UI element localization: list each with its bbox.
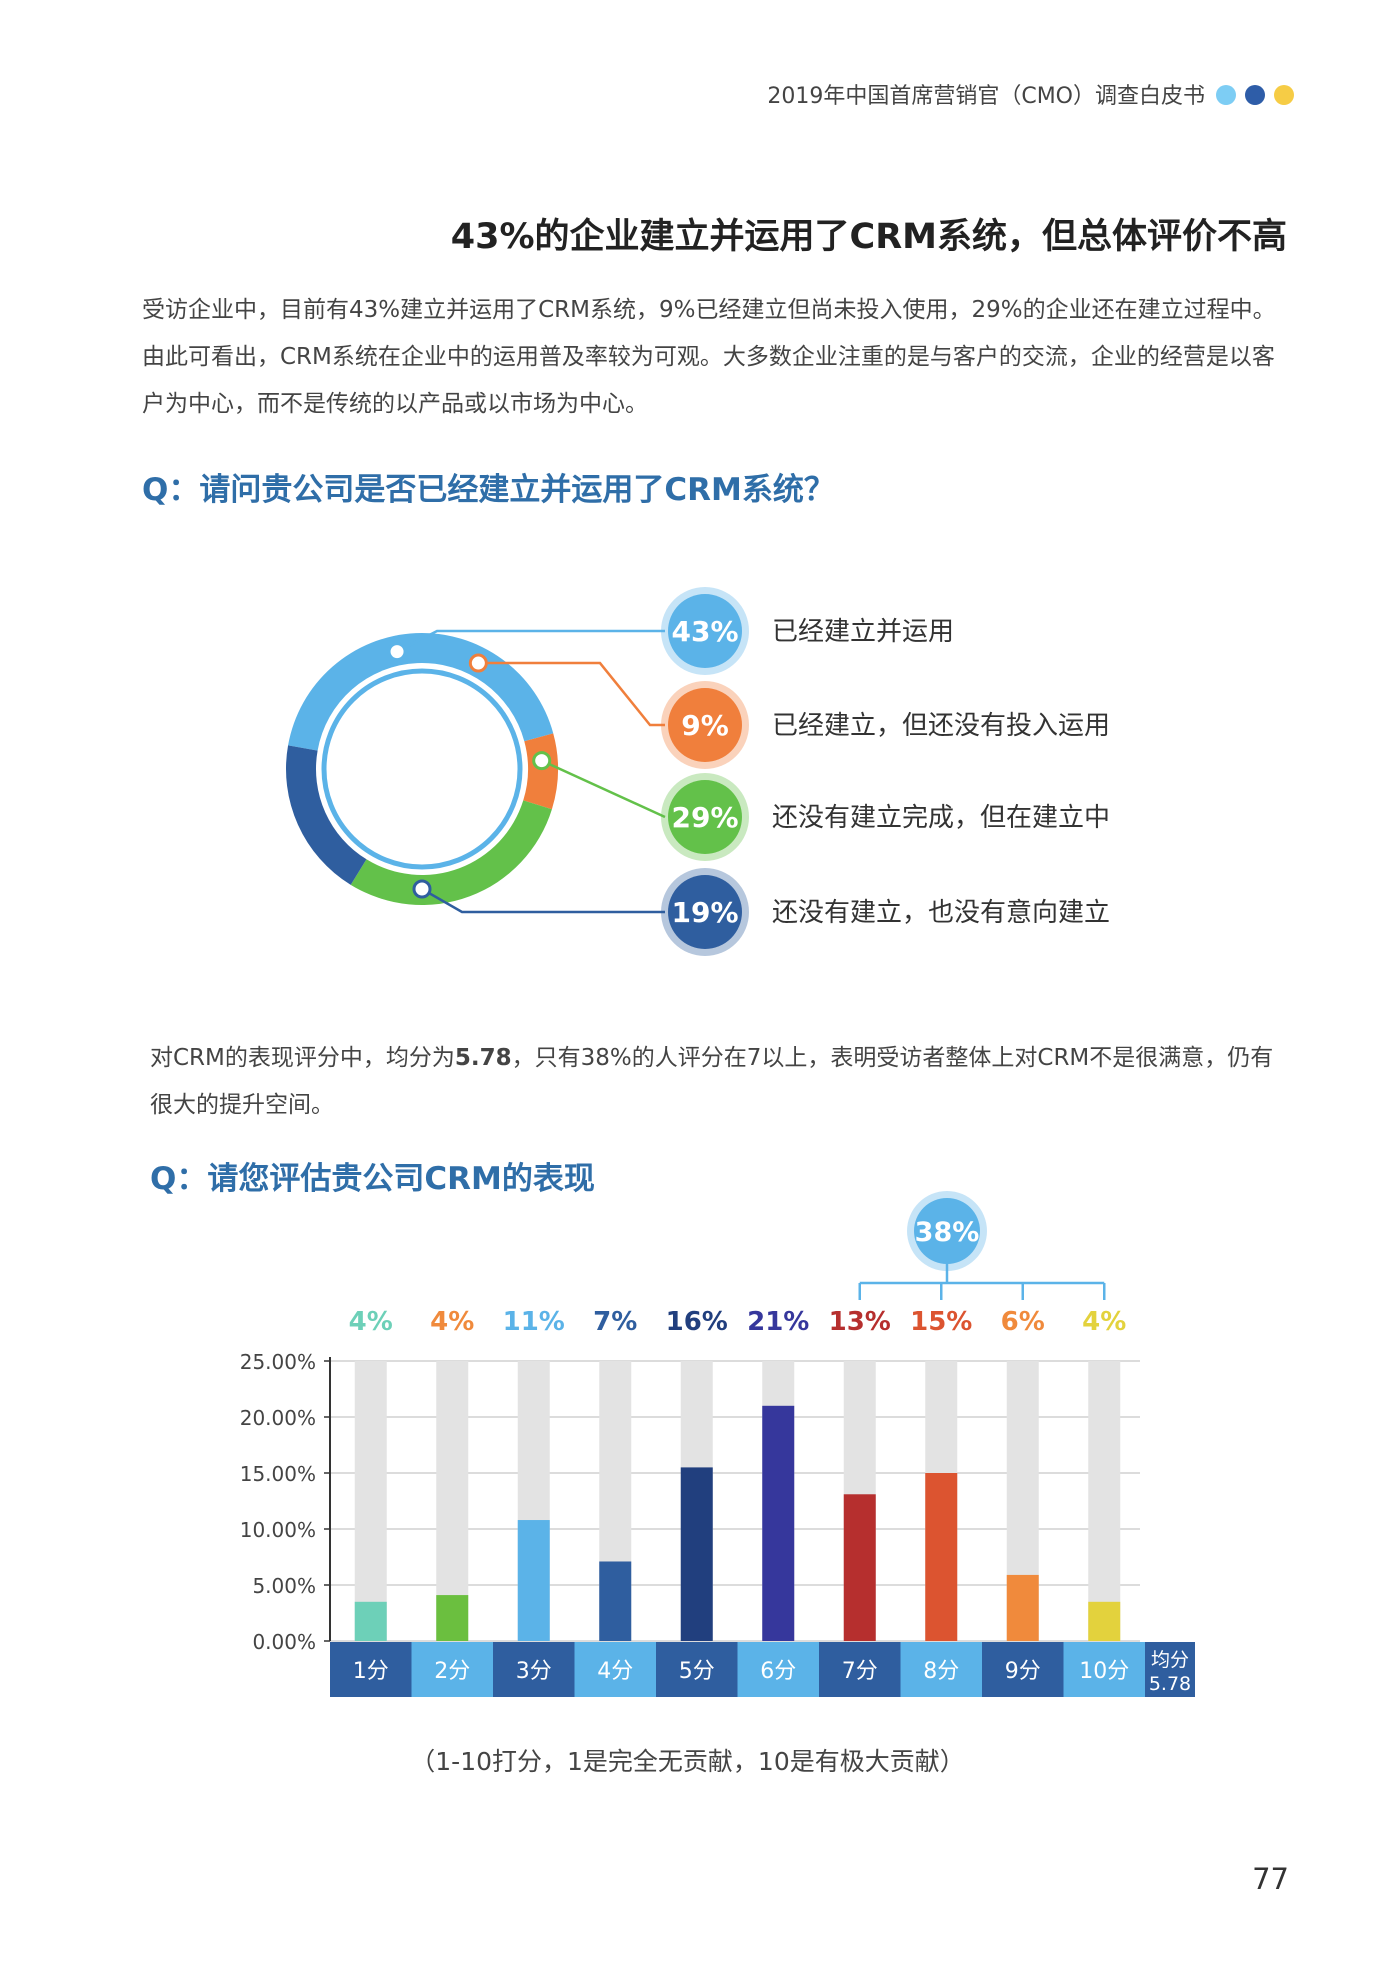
bar-value-label: 6% <box>1001 1307 1045 1337</box>
header-dot-yellow <box>1274 85 1294 105</box>
donut-anchor-dot <box>387 642 407 662</box>
bar <box>843 1494 876 1641</box>
question-crm-performance: Q：请您评估贵公司CRM的表现 <box>150 1161 595 1197</box>
section-title: 43%的企业建立并运用了CRM系统，但总体评价不高 <box>450 217 1287 257</box>
category-cell <box>656 1642 738 1697</box>
bar <box>762 1405 795 1641</box>
donut-leader-line <box>541 759 666 819</box>
donut-category-label: 已经建立并运用 <box>772 617 954 647</box>
percent-bubble-label: 9% <box>681 709 729 742</box>
donut-slice <box>350 800 552 905</box>
bar <box>1088 1601 1121 1641</box>
category-cell <box>1063 1642 1145 1697</box>
bar-background <box>1088 1361 1121 1641</box>
bar <box>354 1601 387 1641</box>
bar-value-label: 21% <box>747 1307 809 1337</box>
score-paragraph: 对CRM的表现评分中，均分为5.78，只有38%的人评分在7以上，表明受访者整体… <box>150 1035 1292 1129</box>
bar <box>680 1467 713 1641</box>
donut-anchor-dot <box>468 653 488 673</box>
donut-category-label: 已经建立，但还没有投入运用 <box>772 711 1110 741</box>
category-label: 8分 <box>923 1659 959 1684</box>
page-number: 77 <box>1252 1862 1289 1896</box>
bar-value-label: 11% <box>503 1307 565 1337</box>
category-label: 3分 <box>516 1659 552 1684</box>
bar-value-label: 4% <box>1082 1307 1126 1337</box>
y-tick-label: 20.00% <box>240 1406 316 1430</box>
donut-slice <box>523 733 558 810</box>
category-label: 9分 <box>1005 1659 1041 1684</box>
bar <box>436 1595 469 1641</box>
category-label: 4分 <box>597 1659 633 1684</box>
percent-bubble <box>668 875 742 949</box>
bar-background <box>354 1361 387 1641</box>
category-cell <box>574 1642 656 1697</box>
score-paragraph-before: 对CRM的表现评分中，均分为 <box>150 1045 455 1071</box>
bar-value-label: 15% <box>910 1307 972 1337</box>
y-tick-label: 5.00% <box>252 1574 316 1598</box>
bar-chart: 0.00% 5.00% 10.00% 15.00% 20.00% 25.00% 4% 1分 4%… <box>240 1191 1195 1697</box>
percent-bubble-label: 19% <box>671 896 738 929</box>
average-cell <box>1145 1642 1195 1697</box>
bar-value-label: 16% <box>666 1307 728 1337</box>
bar <box>1006 1574 1039 1641</box>
bar-value-label: 13% <box>829 1307 891 1337</box>
y-tick-label: 25.00% <box>240 1350 316 1374</box>
y-tick-label: 10.00% <box>240 1518 316 1542</box>
score-paragraph-average: 5.78 <box>454 1045 512 1071</box>
bar-background <box>436 1361 469 1641</box>
donut-leader-line <box>396 629 665 653</box>
y-tick-label: 15.00% <box>240 1462 316 1486</box>
percent-bubble <box>668 780 742 854</box>
y-tick-label: 0.00% <box>252 1630 316 1654</box>
category-cell <box>493 1642 575 1697</box>
intro-paragraph: 受访企业中，目前有43%建立并运用了CRM系统，9%已经建立但尚未投入使用，29… <box>142 297 1276 417</box>
donut-slice <box>285 745 367 885</box>
category-label: 2分 <box>434 1659 470 1684</box>
header-title: 2019年中国首席营销官（CMO）调查白皮书 <box>767 84 1205 109</box>
donut-anchor-dot <box>532 751 552 771</box>
header-dot-light-blue <box>1216 85 1236 105</box>
donut-leader-line <box>421 887 665 914</box>
category-label: 6分 <box>760 1659 796 1684</box>
category-label: 5分 <box>679 1659 715 1684</box>
percent-bubble <box>668 688 742 762</box>
bar <box>517 1520 550 1641</box>
group-bubble-label: 38% <box>915 1217 980 1248</box>
bar <box>925 1473 958 1641</box>
donut-inner-ring <box>321 668 523 870</box>
donut-anchor-dot <box>412 879 432 899</box>
bar <box>599 1561 632 1641</box>
score-paragraph-after: ，只有38%的人评分在7以上，表明受访者整体上对CRM不是很满意，仍有很大的提升… <box>150 1045 1274 1118</box>
percent-bubble-label: 29% <box>671 801 738 834</box>
bar-value-label: 7% <box>593 1307 637 1337</box>
category-cell <box>982 1642 1064 1697</box>
average-value: 5.78 <box>1149 1673 1191 1695</box>
category-label: 7分 <box>842 1659 878 1684</box>
percent-bubble-label: 43% <box>671 615 738 648</box>
category-cell <box>900 1642 982 1697</box>
donut-leader-line <box>478 661 665 727</box>
category-label: 10分 <box>1079 1659 1129 1684</box>
category-cell <box>411 1642 493 1697</box>
percent-bubble <box>668 594 742 668</box>
category-cell <box>737 1642 819 1697</box>
category-cell <box>819 1642 901 1697</box>
category-cell <box>330 1642 412 1697</box>
donut-chart: 43% 已经建立并运用 9% 已经建立，但还没有投入运用 29% 还没有建立完成，但在建立… <box>285 587 1110 956</box>
category-label: 1分 <box>353 1659 389 1684</box>
donut-category-label: 还没有建立，也没有意向建立 <box>772 898 1110 928</box>
bar-value-label: 4% <box>430 1307 474 1337</box>
header-dot-dark-blue <box>1245 85 1265 105</box>
donut-category-label: 还没有建立完成，但在建立中 <box>772 803 1110 833</box>
bar-value-label: 4% <box>349 1307 393 1337</box>
bar-chart-note: （1-10打分，1是完全无贡献，10是有极大贡献） <box>410 1747 965 1776</box>
average-label: 均分 <box>1151 1649 1189 1671</box>
question-crm-adoption: Q：请问贵公司是否已经建立并运用了CRM系统？ <box>142 472 835 508</box>
group-bubble <box>914 1198 980 1264</box>
